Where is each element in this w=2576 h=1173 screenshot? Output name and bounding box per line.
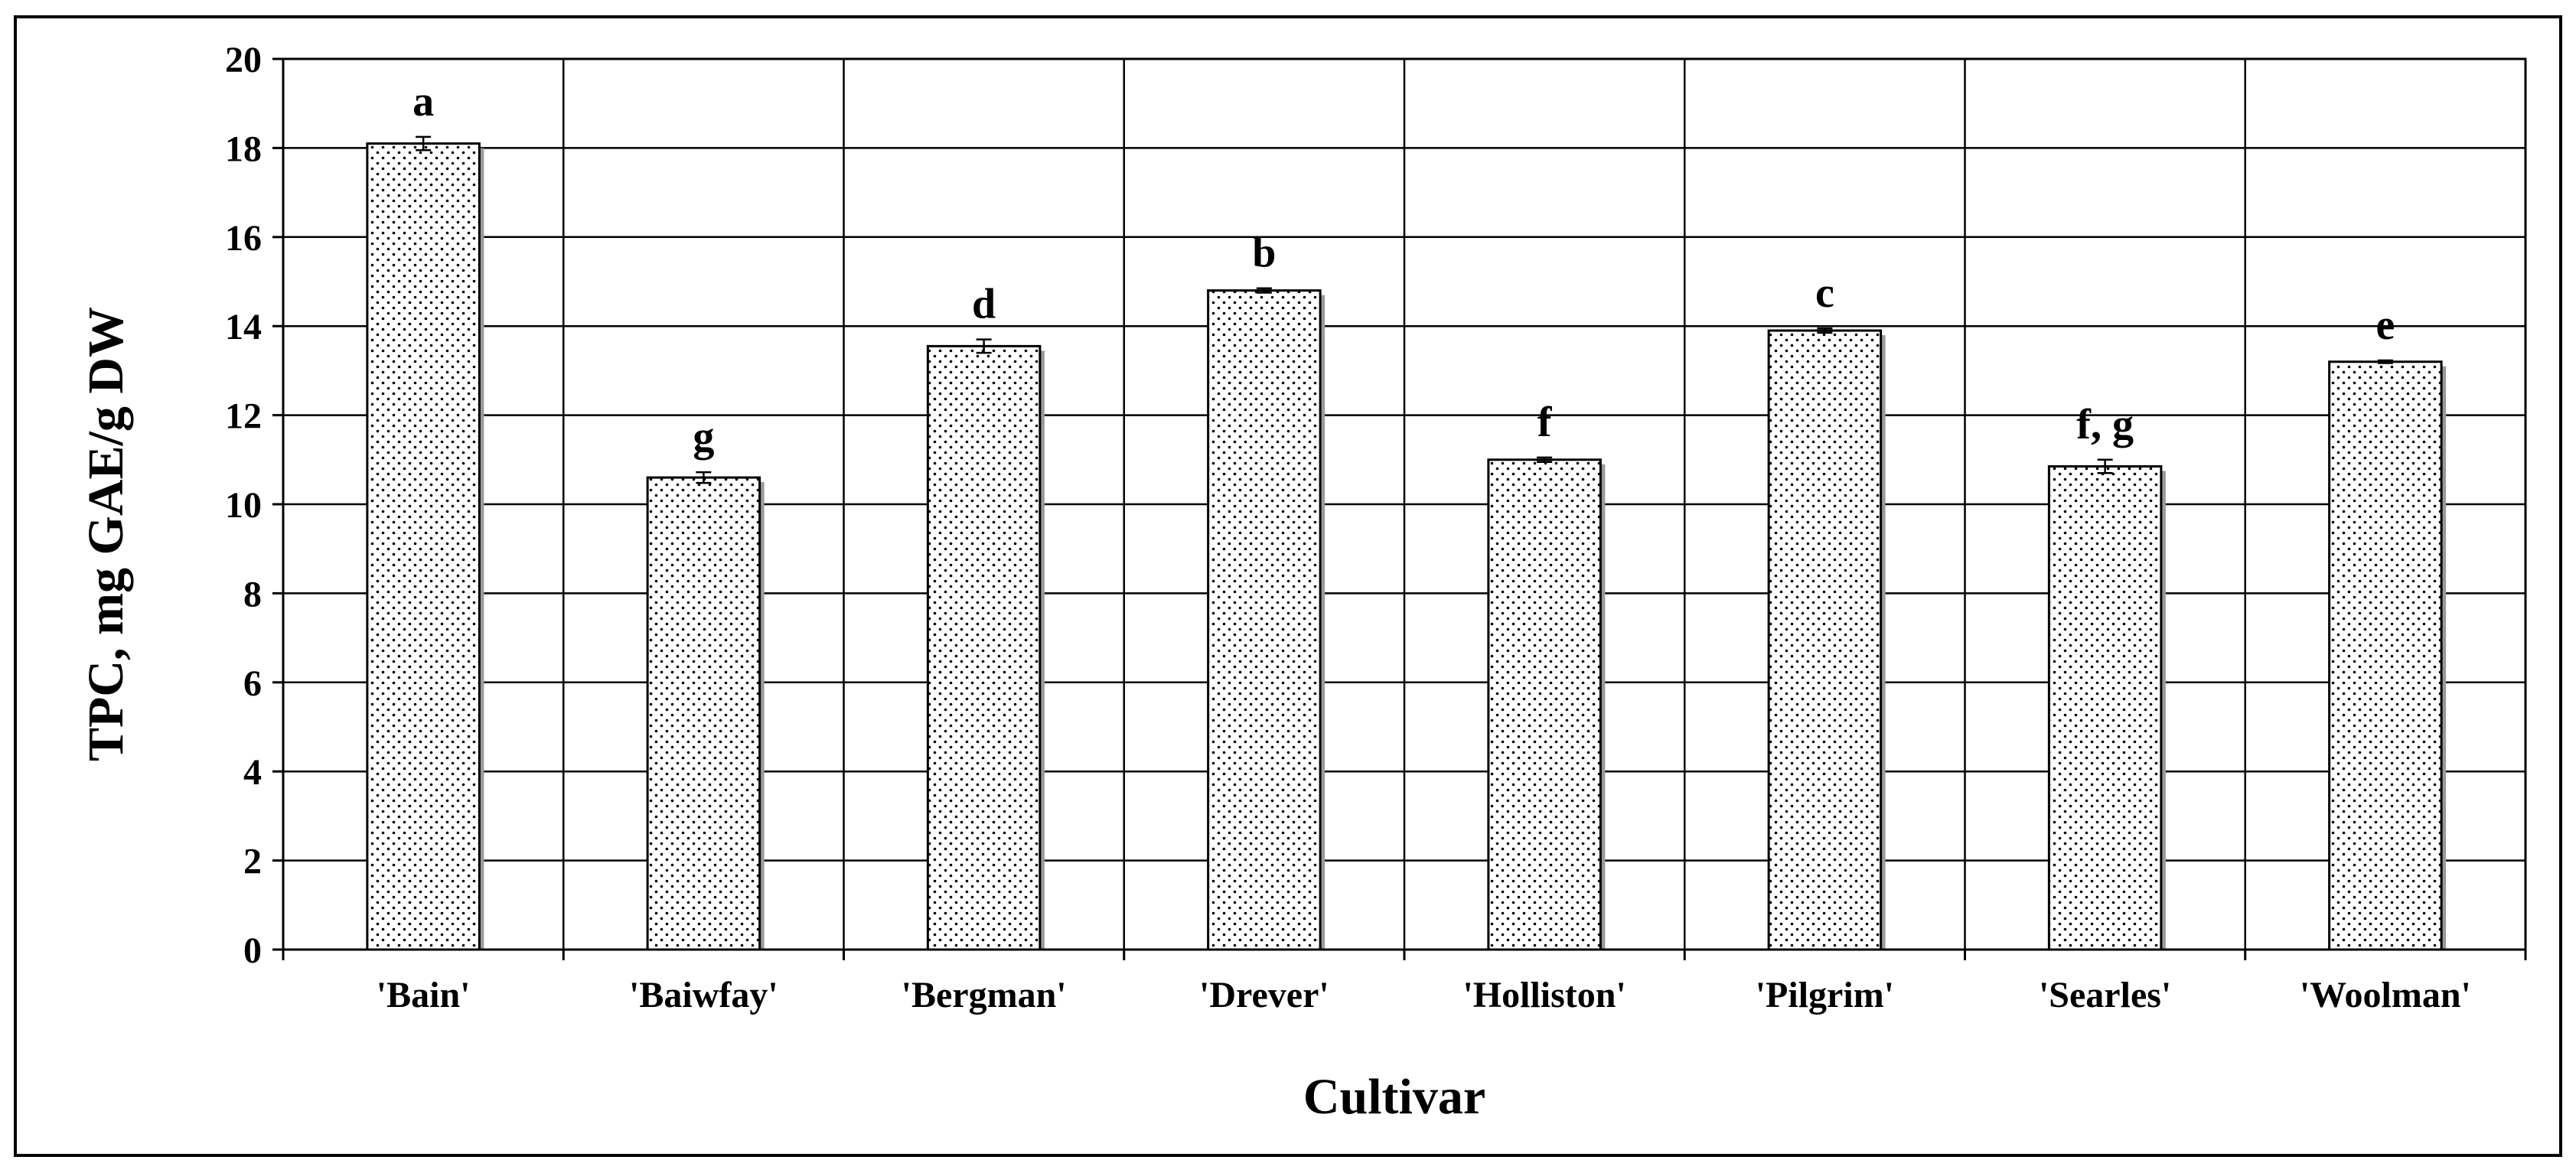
y-tick-label: 4	[243, 752, 262, 793]
x-tick-label: 'Drever'	[1199, 975, 1329, 1015]
labels: 0 2 4 6 8 10 12 14 16 18 20 a 'Bain' g 'Baiwfay' d 'Berg…	[225, 40, 2471, 1015]
y-tick-label: 14	[225, 307, 262, 347]
y-tick-label: 10	[225, 485, 262, 526]
bar	[926, 344, 1042, 951]
y-tick-label: 12	[225, 396, 262, 437]
bars	[366, 135, 2447, 951]
bar	[2328, 360, 2443, 951]
significance-label: b	[1252, 230, 1276, 277]
y-axis-title: TPC, mg GAE/g DW	[78, 307, 134, 761]
y-tick-label: 16	[225, 218, 262, 259]
y-tick-label: 18	[225, 129, 262, 169]
axes	[272, 57, 2527, 960]
x-tick-label: 'Baiwfay'	[629, 975, 778, 1015]
significance-label: g	[693, 413, 714, 461]
y-tick-label: 0	[243, 930, 262, 971]
significance-label: c	[1815, 269, 1834, 317]
bar	[1207, 289, 1322, 951]
bar	[2047, 465, 2163, 951]
x-tick-label: 'Holliston'	[1462, 975, 1625, 1015]
y-tick-label: 2	[243, 842, 262, 882]
y-tick-label: 8	[243, 574, 262, 614]
y-tick-label: 20	[225, 40, 262, 80]
bar	[366, 142, 481, 951]
significance-label: f, g	[2076, 401, 2134, 448]
x-tick-label: 'Woolman'	[2300, 975, 2471, 1015]
significance-label: a	[412, 78, 434, 125]
x-axis-title: Cultivar	[1303, 1069, 1485, 1125]
bar	[646, 476, 761, 951]
significance-label: d	[972, 281, 996, 328]
significance-label: e	[2375, 301, 2395, 349]
bar	[1487, 458, 1602, 951]
significance-label: f	[1537, 399, 1553, 446]
x-tick-label: 'Searles'	[2039, 975, 2171, 1015]
y-tick-label: 6	[243, 663, 262, 704]
x-tick-label: 'Pilgrim'	[1756, 975, 1894, 1015]
x-tick-label: 'Bergman'	[902, 975, 1067, 1015]
plot-frame	[282, 57, 2527, 951]
bar	[1767, 329, 1883, 951]
x-tick-label: 'Bain'	[377, 975, 471, 1015]
